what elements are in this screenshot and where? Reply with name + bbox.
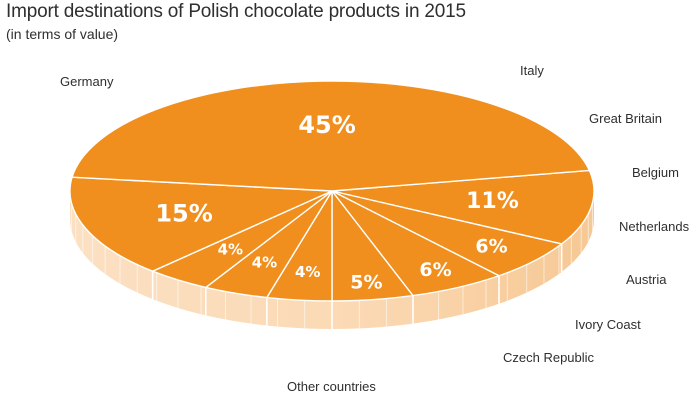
pie-value-label-austria: 4%	[295, 263, 320, 281]
pie-value-label-great-britain: 6%	[475, 235, 507, 257]
pie-slice-italy[interactable]	[331, 169, 595, 245]
pie-category-label-great-britain: Great Britain	[589, 111, 662, 126]
pie-side	[70, 191, 594, 329]
pie-value-label-ivory-coast: 4%	[252, 254, 277, 272]
pie-value-label-belgium: 6%	[419, 259, 451, 281]
pie-category-label-italy: Italy	[520, 63, 544, 78]
pie-slice-other-countries[interactable]	[69, 176, 333, 272]
pie-top	[69, 80, 595, 302]
pie-value-label-germany: 45%	[298, 111, 355, 139]
pie-category-label-netherlands: Netherlands	[619, 219, 690, 234]
pie-slice-germany[interactable]	[71, 80, 591, 192]
pie-category-label-ivory-coast: Ivory Coast	[575, 317, 641, 332]
pie-category-label-germany: Germany	[60, 74, 114, 89]
pie-value-label-italy: 11%	[466, 189, 519, 214]
pie-category-label-czech-republic: Czech Republic	[503, 350, 595, 365]
chart-subtitle: (in terms of value)	[6, 26, 119, 42]
pie-category-label-other-countries: Other countries	[287, 379, 376, 394]
pie-category-label-austria: Austria	[626, 272, 667, 287]
pie-value-label-other-countries: 15%	[155, 199, 212, 227]
pie-value-label-netherlands: 5%	[350, 271, 382, 293]
pie-category-label-belgium: Belgium	[632, 165, 679, 180]
pie-category-labels: Germany Italy Great Britain Belgium Netherla…	[60, 63, 690, 394]
pie-percent-labels: 11% 6% 6% 5% 4% 4% 4% 15% 45%	[155, 111, 518, 293]
pie-value-label-czech-republic: 4%	[218, 241, 243, 259]
chart-title: Import destinations of Polish chocolate …	[6, 1, 466, 22]
